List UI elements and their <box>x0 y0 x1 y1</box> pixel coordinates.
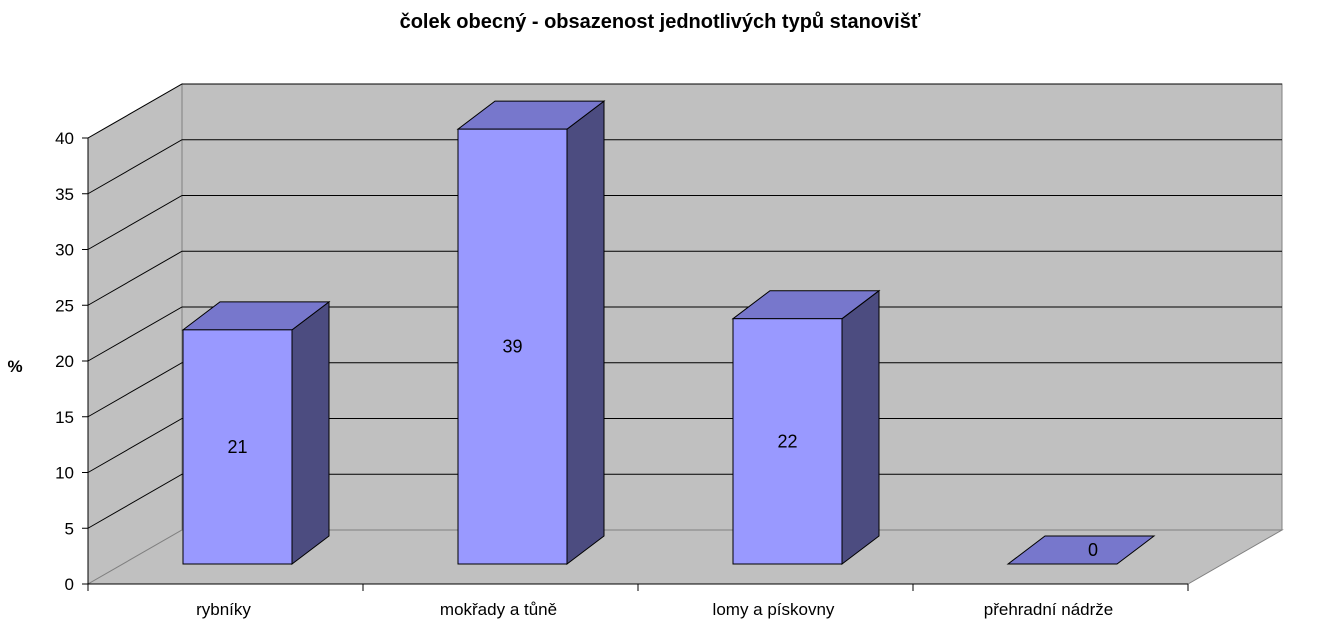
bar-front <box>457 128 568 565</box>
bar-side <box>291 300 330 566</box>
x-tick-label: mokřady a tůně <box>440 600 557 619</box>
x-tick-label: rybníky <box>196 600 251 619</box>
y-axis-label: % <box>7 357 22 376</box>
gridline <box>87 473 1282 529</box>
gridline <box>87 83 1282 139</box>
y-tick-label: 15 <box>55 408 74 427</box>
y-tick-label: 25 <box>55 296 74 315</box>
gridline <box>87 195 1282 250</box>
gridline <box>87 139 1282 195</box>
bars <box>181 100 1156 566</box>
gridline <box>87 250 1282 306</box>
bar-front <box>732 318 843 565</box>
bar <box>456 100 606 566</box>
bar <box>181 300 331 566</box>
gridline <box>87 306 1282 362</box>
y-tick-label: 5 <box>65 519 74 538</box>
y-tick-label: 40 <box>55 129 74 148</box>
x-tick-label: přehradní nádrže <box>984 600 1113 619</box>
axes <box>82 137 1189 591</box>
x-tick-labels: rybníky mokřady a tůně lomy a pískovny přeh… <box>196 600 1113 619</box>
bar-top <box>1006 535 1156 565</box>
chart-title: čolek obecný - obsazenost jednotlivých t… <box>400 11 921 33</box>
y-tick-label: 0 <box>65 575 74 594</box>
bar <box>1006 535 1156 565</box>
data-labels: 21 39 22 0 <box>227 337 1098 560</box>
y-tick-label: 20 <box>55 352 74 371</box>
gridlines <box>87 83 1282 529</box>
data-label: 21 <box>227 437 247 457</box>
gridline <box>87 362 1282 418</box>
data-label: 0 <box>1088 540 1098 560</box>
y-tick-labels: 0 5 10 15 20 25 30 35 40 <box>55 129 74 594</box>
data-label: 22 <box>777 431 797 451</box>
bar <box>731 289 881 566</box>
y-tick-label: 10 <box>55 464 74 483</box>
data-label: 39 <box>502 337 522 357</box>
y-tick-label: 30 <box>55 241 74 260</box>
bar-front <box>182 329 293 565</box>
bar-side <box>841 289 880 566</box>
y-tick-label: 35 <box>55 185 74 204</box>
bar-side <box>566 100 605 566</box>
gridline <box>87 418 1282 473</box>
x-tick-label: lomy a pískovny <box>713 600 835 619</box>
